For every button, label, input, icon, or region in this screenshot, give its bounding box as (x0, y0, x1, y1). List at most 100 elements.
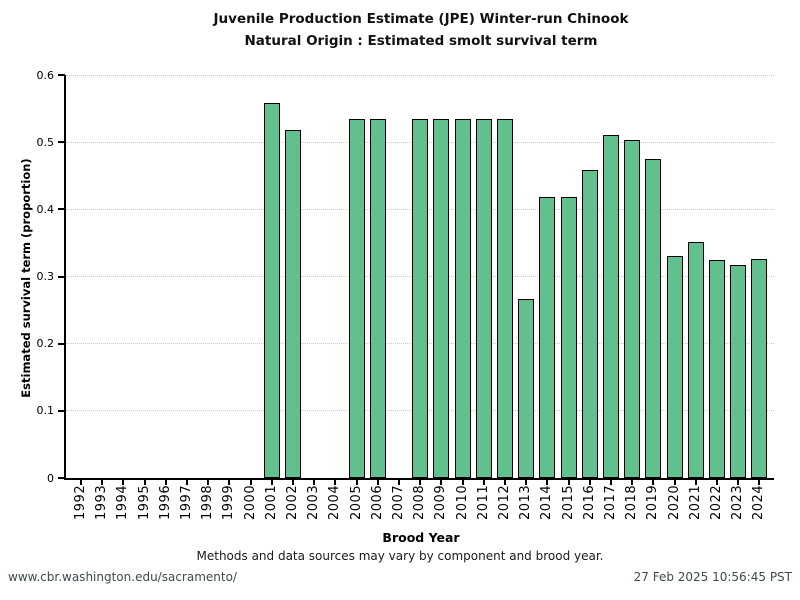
x-axis-tick-label: 2014 (539, 484, 555, 520)
x-axis-tick (164, 480, 167, 485)
footer-timestamp: 27 Feb 2025 10:56:45 PST (633, 570, 792, 584)
bar-2008 (412, 118, 429, 478)
bar-2009 (433, 118, 450, 478)
y-axis-tick (58, 409, 65, 412)
bar-2005 (348, 118, 365, 478)
x-axis-tick-label: 2012 (497, 484, 512, 520)
bar-2019 (645, 158, 662, 478)
x-axis-tick-label: 1992 (73, 484, 88, 520)
x-axis-tick-label: 2011 (475, 484, 491, 520)
x-axis-tick (631, 480, 634, 485)
x-axis-tick (652, 480, 655, 485)
x-axis-tick-label: 1996 (157, 484, 173, 520)
gridline (66, 74, 774, 76)
x-axis-tick-label: 1993 (94, 484, 110, 520)
x-axis-tick (186, 480, 188, 485)
x-axis-tick-label: 2010 (454, 484, 470, 520)
x-axis-tick-label: 2019 (645, 484, 661, 520)
x-axis-tick (737, 480, 740, 485)
x-axis-tick-label: 2001 (263, 484, 279, 520)
bar-2011 (475, 118, 492, 478)
x-axis-tick-label: 2005 (348, 484, 364, 520)
bar-2023 (730, 265, 747, 478)
x-axis-tick (292, 480, 294, 485)
x-axis-tick (143, 480, 146, 485)
y-axis-tick-label: 0.4 (36, 202, 55, 216)
x-axis-tick (588, 480, 591, 485)
bar-2024 (751, 259, 768, 478)
x-axis-tick (80, 480, 82, 485)
x-axis-tick-label: 2013 (518, 484, 534, 520)
x-axis-tick (249, 480, 252, 485)
x-axis-tick-label: 1998 (200, 484, 216, 520)
x-axis-tick-label: 2022 (709, 484, 724, 520)
x-axis-tick-label: 2015 (560, 484, 576, 520)
x-axis-tick-label: 2003 (306, 484, 322, 520)
x-axis-tick-label: 2008 (412, 484, 428, 520)
x-axis-tick-label: 2017 (603, 484, 618, 520)
x-axis-tick (419, 480, 422, 485)
x-axis-tick-label: 2006 (369, 484, 385, 520)
x-axis-tick-label: 1999 (221, 484, 237, 520)
bar-2006 (369, 118, 386, 478)
x-axis-tick (525, 480, 528, 485)
x-axis-tick-label: 2016 (581, 484, 597, 520)
x-axis-tick (270, 480, 273, 485)
x-axis-tick (716, 480, 718, 485)
bar-2010 (454, 118, 471, 478)
footer-url: www.cbr.washington.edu/sacramento/ (8, 570, 237, 584)
x-axis-tick-label: 2007 (391, 484, 406, 520)
x-axis-tick-label: 2009 (433, 484, 449, 520)
y-axis-tick-label: 0.1 (36, 404, 55, 418)
y-axis-tick-label: 0.3 (36, 270, 55, 283)
x-axis-tick-label: 2024 (751, 484, 767, 520)
x-axis-tick-label: 2020 (666, 484, 682, 520)
y-axis-tick-label: 0.6 (36, 68, 55, 82)
chart-title-line1: Juvenile Production Estimate (JPE) Winte… (213, 11, 629, 27)
y-axis-tick (58, 342, 65, 345)
x-axis-tick (101, 480, 104, 485)
x-axis-tick-label: 1995 (136, 484, 152, 520)
y-axis-tick (58, 275, 65, 278)
x-axis-tick (567, 480, 570, 485)
x-axis-tick (694, 480, 697, 485)
bar-2021 (687, 241, 704, 478)
bar-2020 (666, 256, 683, 478)
bar-2015 (560, 196, 577, 478)
x-axis-tick-label: 1997 (179, 484, 194, 520)
x-axis-tick (334, 480, 337, 485)
bar-2002 (285, 130, 301, 478)
x-axis-tick (758, 480, 761, 485)
x-axis-tick (673, 480, 676, 485)
bar-2012 (497, 118, 513, 478)
y-axis-tick-label: 0.5 (36, 135, 55, 149)
bar-2017 (603, 134, 619, 478)
x-axis-tick-label: 2023 (730, 484, 746, 520)
y-axis-spine (64, 75, 66, 480)
y-axis-tick-label: 0 (47, 471, 54, 485)
x-axis-tick-label: 1994 (115, 484, 131, 520)
x-axis-tick (228, 480, 231, 485)
x-axis-tick (440, 480, 443, 485)
x-axis-tick-label: 2000 (242, 484, 258, 520)
bar-2022 (709, 260, 725, 478)
y-axis-tick (58, 477, 65, 479)
x-axis-tick (207, 480, 210, 485)
x-axis-tick-label: 2021 (687, 484, 703, 520)
x-axis-tick (482, 480, 485, 485)
x-axis-tick-label: 2018 (624, 484, 640, 520)
bar-2016 (581, 170, 598, 478)
x-axis-tick (504, 480, 506, 485)
bar-2018 (624, 140, 641, 478)
x-axis-tick (122, 480, 125, 485)
x-axis-tick (398, 480, 400, 485)
chart-footnote: Methods and data sources may vary by com… (196, 549, 604, 563)
x-axis-tick (376, 480, 379, 485)
x-axis-tick-label: 2004 (327, 484, 343, 520)
chart-title-line2: Natural Origin : Estimated smolt surviva… (244, 33, 598, 49)
x-axis-spine (64, 478, 774, 480)
y-axis-tick (58, 74, 65, 76)
bar-2013 (518, 298, 535, 478)
x-axis-tick-label: 2002 (285, 484, 300, 520)
